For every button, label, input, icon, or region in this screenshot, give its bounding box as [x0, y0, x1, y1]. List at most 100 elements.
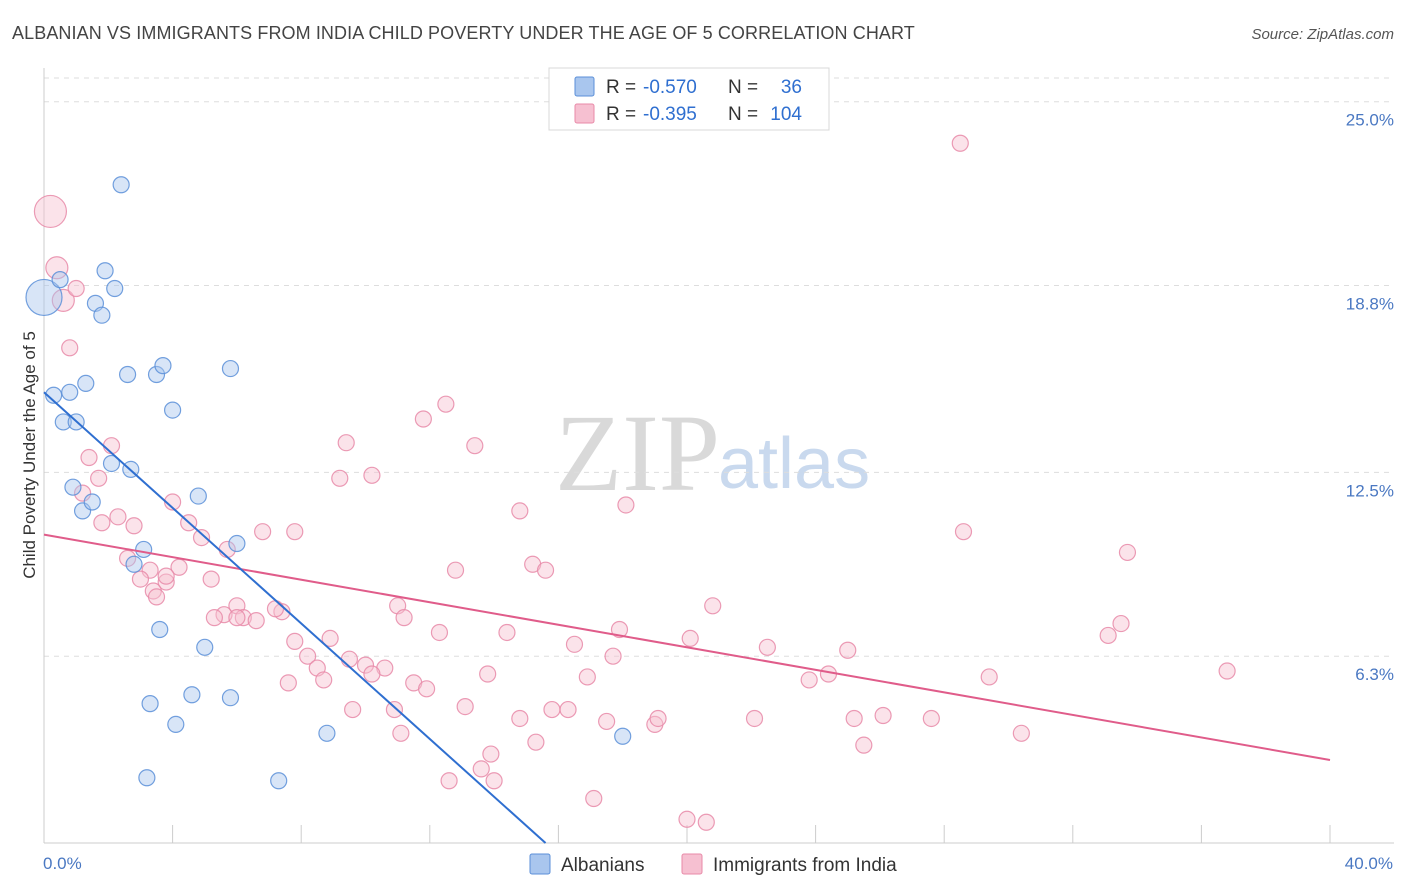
- albanians-point: [151, 620, 169, 639]
- legend-r-label-albanians: R =: [606, 77, 636, 98]
- india-point: [559, 700, 577, 719]
- india-point: [234, 609, 252, 627]
- legend-r-label-india: R =: [606, 104, 636, 125]
- albanians-point: [118, 365, 137, 384]
- bottom-legend-label-india: Immigrants from India: [713, 855, 897, 876]
- albanians-point: [614, 727, 632, 745]
- y-tick-label: 12.5%: [1346, 481, 1394, 500]
- albanians-trend-line: [43, 391, 547, 844]
- india-point: [247, 612, 265, 630]
- india-point: [1012, 724, 1030, 742]
- chart-title: ALBANIAN VS IMMIGRANTS FROM INDIA CHILD …: [12, 23, 915, 43]
- albanians-point: [25, 278, 63, 317]
- india-point: [479, 665, 497, 683]
- india-point: [440, 772, 458, 790]
- albanians-point: [93, 306, 111, 324]
- india-point: [125, 517, 143, 535]
- india-point: [617, 496, 635, 514]
- india-point: [118, 549, 137, 567]
- india-point: [356, 656, 375, 674]
- chart-source: Source: ZipAtlas.com: [1251, 26, 1394, 43]
- albanians-point: [96, 262, 114, 280]
- india-point: [649, 709, 667, 728]
- india-point: [363, 466, 381, 484]
- albanians-point: [83, 493, 101, 511]
- albanians-point: [221, 359, 240, 378]
- india-point: [482, 745, 500, 763]
- india-point: [874, 706, 892, 725]
- trend-lines: [43, 391, 1331, 844]
- india-point: [951, 134, 969, 152]
- albanians-point: [147, 365, 166, 384]
- india-point: [286, 523, 304, 541]
- india-point: [279, 674, 297, 692]
- albanians-point: [318, 724, 336, 742]
- bottom-legend-label-albanians: Albanians: [561, 855, 644, 876]
- albanians-point: [54, 413, 72, 431]
- india-point: [109, 508, 127, 526]
- albanians-point: [135, 540, 153, 559]
- albanians-point: [45, 386, 63, 404]
- legend-n-value-india: 104: [770, 104, 802, 125]
- legend: R = -0.570 N = 36 R = -0.395 N = 104: [548, 67, 830, 131]
- india-point: [466, 437, 484, 455]
- india-point: [340, 650, 359, 668]
- india-point: [543, 700, 561, 719]
- albanians-point: [228, 534, 246, 553]
- india-point: [527, 733, 545, 751]
- legend-box: [548, 67, 830, 131]
- bottom-legend-swatch-india: [681, 853, 703, 875]
- y-tick-label: 25.0%: [1346, 111, 1394, 130]
- india-point: [202, 570, 220, 588]
- india-point: [254, 523, 272, 541]
- albanians-point: [64, 478, 82, 496]
- albanians-point: [141, 695, 159, 713]
- india-point: [585, 789, 603, 808]
- india-point: [536, 561, 555, 579]
- india-point: [456, 698, 474, 716]
- india-point: [922, 709, 940, 728]
- india-point: [511, 709, 529, 728]
- legend-swatch-albanians: [574, 76, 595, 97]
- india-point: [205, 609, 223, 627]
- legend-n-label-india: N =: [728, 104, 758, 125]
- bottom-legend-swatch-albanians: [529, 853, 551, 875]
- india-point: [855, 736, 873, 754]
- india-point: [51, 288, 75, 312]
- y-tick-label: 6.3%: [1355, 665, 1394, 684]
- india-point: [93, 514, 111, 532]
- albanians-point: [183, 686, 201, 704]
- india-point: [67, 279, 85, 298]
- y-tick-labels: 6.3% 12.5% 18.8% 25.0%: [1346, 111, 1394, 684]
- india-point: [344, 700, 362, 719]
- india-point: [392, 724, 410, 742]
- y-axis-label: Child Poverty Under the Age of 5: [20, 331, 39, 579]
- watermark: ZIP atlas: [555, 392, 870, 514]
- albanians-point: [138, 769, 156, 787]
- india-point: [511, 502, 529, 520]
- india-point: [192, 528, 211, 547]
- legend-n-label-albanians: N =: [728, 77, 758, 98]
- albanians-point: [77, 374, 95, 393]
- india-point: [414, 410, 432, 428]
- albanians-point: [270, 772, 288, 790]
- india-point: [745, 709, 764, 728]
- india-point: [578, 668, 596, 686]
- india-point: [321, 629, 339, 648]
- india-point: [286, 632, 304, 650]
- india-point: [839, 641, 857, 659]
- watermark-atlas: atlas: [718, 424, 870, 504]
- india-trend-line: [43, 533, 1331, 761]
- india-point: [80, 448, 98, 467]
- scatter-points: [25, 134, 1236, 831]
- legend-r-value-india: -0.395: [643, 104, 697, 125]
- india-point: [157, 573, 175, 591]
- albanians-point: [196, 638, 214, 656]
- india-point: [565, 635, 584, 653]
- albanians-point: [221, 689, 240, 707]
- india-point: [395, 609, 413, 627]
- india-point: [90, 469, 108, 487]
- india-point: [61, 339, 79, 357]
- india-point: [758, 638, 776, 656]
- india-point: [430, 623, 449, 642]
